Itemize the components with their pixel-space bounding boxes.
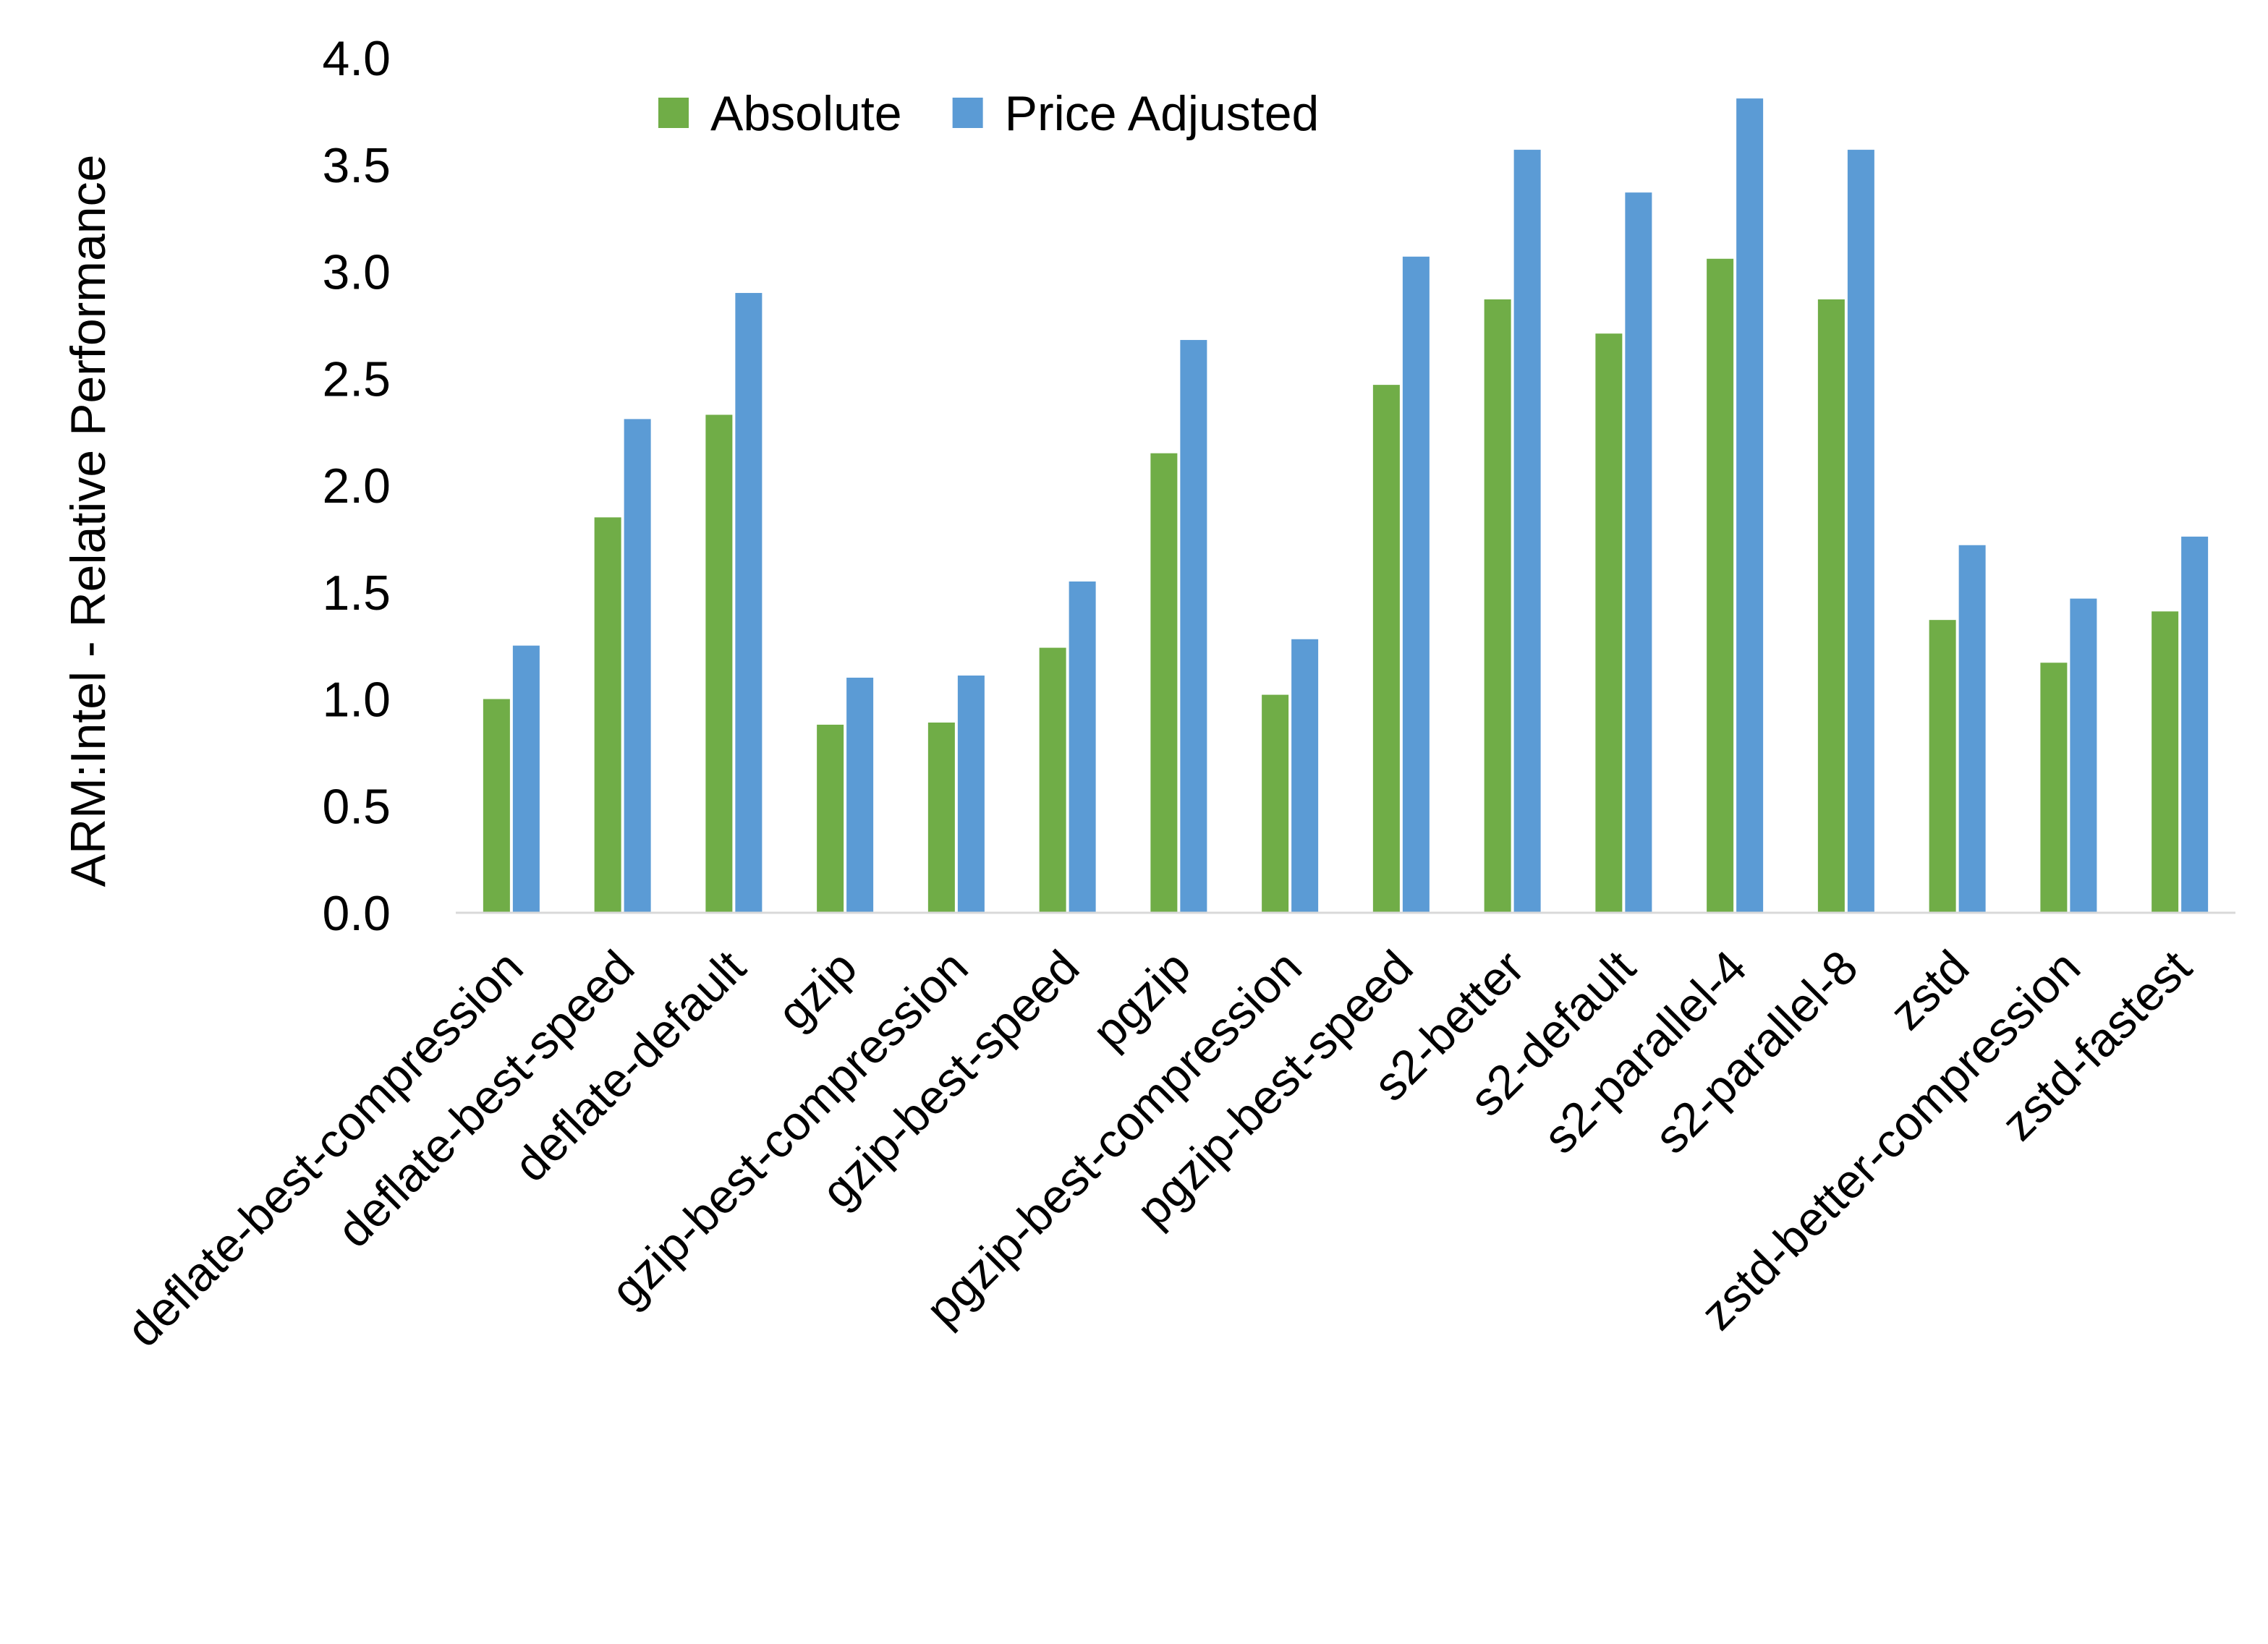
bar-absolute-gzip-best-compression: [927, 723, 955, 913]
bar-price-adjusted-s2-parallel-8: [1847, 150, 1874, 913]
y-tick-label: 1.5: [322, 566, 391, 621]
y-axis-ticks: 0.0 0.5 1.0 1.5 2.0 2.5 3.0 3.5 4.0: [322, 31, 391, 941]
bar-absolute-s2-parallel-4: [1707, 258, 1734, 913]
bar-price-adjusted-zstd-fastest: [2181, 536, 2209, 913]
bar-price-adjusted-s2-better: [1513, 150, 1541, 913]
bar-price-adjusted-deflate-default: [735, 293, 763, 913]
bar-absolute-pgzip-best-compression: [1262, 694, 1289, 913]
y-tick-label: 1.0: [322, 673, 391, 728]
bar-absolute-gzip: [817, 724, 844, 913]
legend-swatch: [658, 98, 689, 128]
y-tick-label: 3.0: [322, 245, 391, 300]
y-tick-label: 0.0: [322, 886, 391, 941]
y-tick-label: 2.0: [322, 459, 391, 514]
bar-absolute-gzip-best-speed: [1039, 647, 1066, 913]
bar-absolute-zstd-better-compression: [2040, 663, 2068, 913]
legend-label: Price Adjusted: [1005, 86, 1320, 141]
bar-price-adjusted-s2-default: [1625, 192, 1652, 913]
bar-price-adjusted-zstd: [1958, 545, 1986, 913]
bar-absolute-pgzip: [1150, 453, 1178, 913]
bar-price-adjusted-zstd-better-compression: [2070, 598, 2097, 913]
x-axis-labels: deflate-best-compressiondeflate-best-spe…: [116, 940, 2201, 1357]
bar-price-adjusted-gzip-best-speed: [1069, 581, 1096, 913]
y-tick-label: 2.5: [322, 352, 391, 406]
bar-price-adjusted-pgzip-best-speed: [1402, 256, 1430, 913]
bar-absolute-deflate-best-speed: [594, 517, 621, 913]
legend-swatch: [952, 98, 983, 128]
legend: Absolute Price Adjusted: [658, 86, 1319, 141]
x-tick-label: gzip: [767, 940, 867, 1040]
bar-absolute-zstd-fastest: [2152, 611, 2179, 913]
bar-absolute-deflate-best-compression: [483, 699, 510, 913]
bar-price-adjusted-deflate-best-compression: [512, 645, 540, 913]
bar-price-adjusted-gzip-best-compression: [957, 675, 985, 913]
y-tick-label: 4.0: [322, 31, 391, 86]
y-axis-title: ARM:Intel - Relative Performance: [61, 155, 116, 887]
bar-price-adjusted-s2-parallel-4: [1736, 98, 1764, 913]
bar-absolute-s2-parallel-8: [1817, 299, 1845, 913]
bar-price-adjusted-pgzip-best-compression: [1291, 639, 1319, 913]
y-tick-label: 3.5: [322, 138, 391, 193]
bar-price-adjusted-gzip: [846, 677, 874, 913]
bar-absolute-zstd: [1929, 620, 1956, 913]
bar-price-adjusted-deflate-best-speed: [624, 419, 651, 913]
y-tick-label: 0.5: [322, 779, 391, 834]
bar-price-adjusted-pgzip: [1180, 340, 1207, 913]
legend-label: Absolute: [710, 86, 902, 141]
bar-absolute-deflate-default: [705, 414, 733, 913]
bar-absolute-s2-better: [1484, 299, 1511, 913]
x-tick-label: zstd: [1880, 940, 1979, 1040]
bar-absolute-s2-default: [1595, 333, 1623, 913]
bars: [483, 98, 2209, 913]
bar-absolute-pgzip-best-speed: [1372, 385, 1400, 913]
